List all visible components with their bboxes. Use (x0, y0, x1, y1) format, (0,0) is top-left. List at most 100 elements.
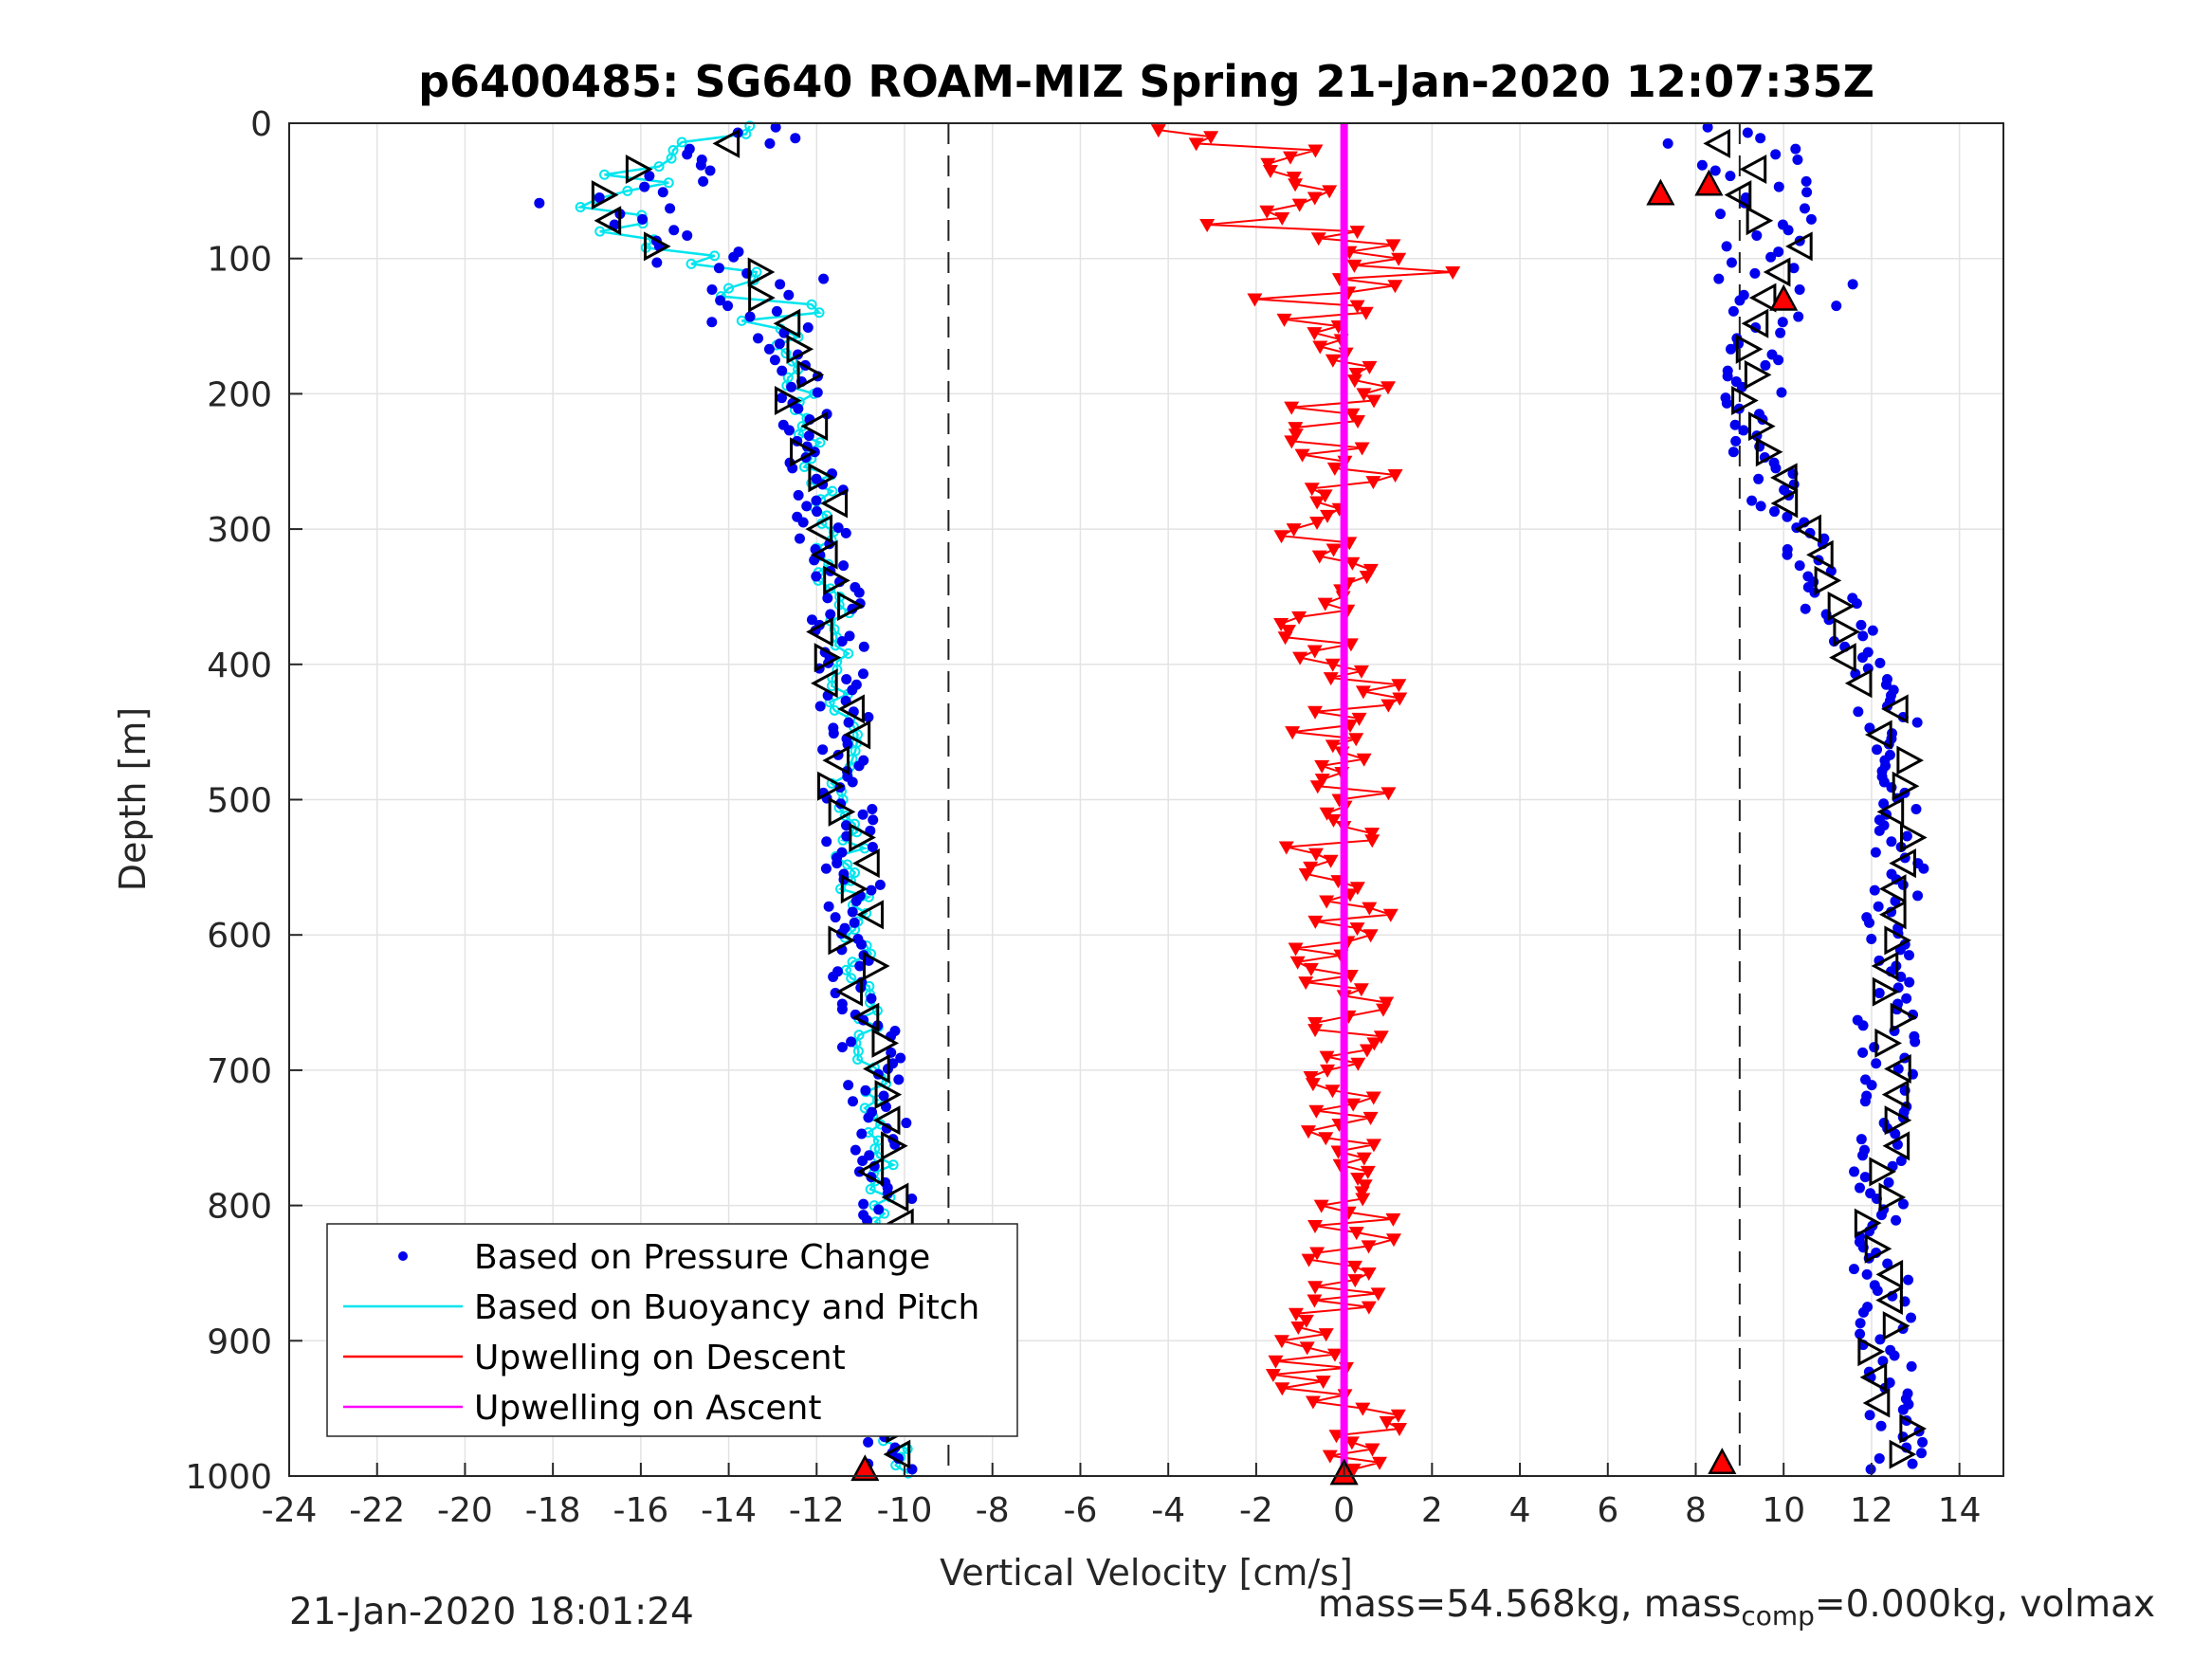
pressure-change-point (1831, 301, 1842, 312)
pressure-change-point (1864, 917, 1875, 928)
buoyancy-pitch-point (653, 161, 665, 173)
buoyancy-pitch-point (663, 177, 674, 189)
pressure-change-point (1702, 121, 1713, 133)
pressure-change-point (857, 809, 868, 820)
buoyancy-marker (594, 206, 622, 236)
pressure-change-point (868, 814, 879, 826)
buoyancy-marker (773, 308, 801, 338)
x-tick-label: 12 (1850, 1491, 1893, 1530)
pressure-change-point (867, 803, 878, 814)
pressure-change-point (1861, 1268, 1873, 1280)
pressure-change-point (1907, 1458, 1918, 1469)
buoyancy-marker (1878, 1182, 1907, 1212)
buoyancy-pitch-point (722, 283, 734, 294)
pressure-change-point (777, 365, 788, 376)
pressure-change-point (1726, 257, 1737, 268)
pressure-change-point (1882, 1258, 1893, 1269)
pressure-change-point (794, 533, 805, 544)
pressure-change-point (1904, 976, 1915, 988)
x-tick-label: -12 (789, 1491, 845, 1530)
pressure-change-point (1728, 447, 1739, 458)
pressure-change-point (832, 522, 844, 534)
upwelling-descent-point (1364, 828, 1380, 842)
upwelling-descent-point (1291, 611, 1307, 625)
buoyancy-marker (774, 386, 802, 416)
pressure-change-point (790, 133, 801, 144)
upwelling-descent-point (1325, 813, 1342, 828)
pressure-change-point (1912, 890, 1924, 902)
pressure-change-point (1728, 305, 1739, 317)
buoyancy-pitch-point (902, 1443, 913, 1454)
pressure-change-point (1782, 225, 1794, 236)
buoyancy-pitch-point (846, 973, 857, 984)
pressure-change-point (1847, 279, 1858, 290)
buoyancy-marker (862, 951, 890, 981)
pressure-change-point (793, 403, 804, 414)
buoyancy-marker (1878, 874, 1907, 904)
pressure-change-point (822, 592, 833, 604)
x-tick-label: 2 (1421, 1491, 1443, 1530)
pressure-change-point (841, 820, 852, 831)
pressure-change-point (1793, 311, 1804, 322)
pressure-change-point (1891, 1214, 1902, 1226)
buoyancy-marker (851, 1002, 880, 1032)
buoyancy-marker (881, 1182, 909, 1212)
legend: Based on Pressure Change Based on Buoyanc… (326, 1223, 1018, 1437)
pressure-change-point (786, 381, 797, 392)
buoyancy-marker (1770, 488, 1799, 519)
buoyancy-marker (1748, 283, 1777, 313)
buoyancy-marker (814, 643, 842, 673)
pressure-change-point (802, 321, 814, 333)
upwelling-descent-point (1356, 1152, 1372, 1166)
pressure-change-point (1859, 1096, 1871, 1107)
upwelling-descent-point (1284, 401, 1300, 415)
upwelling-descent-point (1353, 983, 1369, 997)
buoyancy-marker (1900, 822, 1928, 852)
upwelling-descent-point (1364, 1443, 1380, 1457)
pressure-change-point (1918, 863, 1929, 874)
pressure-change-point (657, 187, 668, 198)
pressure-change-point (1857, 1020, 1869, 1031)
upwelling-descent-point (1301, 1253, 1317, 1267)
flagged-point (1646, 178, 1675, 206)
upwelling-descent-point (1382, 908, 1398, 922)
x-tick-label: -22 (349, 1491, 405, 1530)
buoyancy-marker (625, 154, 653, 185)
upwelling-descent-point (1391, 252, 1407, 266)
upwelling-descent-point (1309, 1247, 1325, 1261)
pressure-change-point (715, 295, 726, 306)
upwelling-descent-point (1346, 259, 1362, 273)
pressure-change-point (1801, 187, 1813, 198)
upwelling-descent-point (1351, 712, 1367, 726)
upwelling-descent-point (1307, 191, 1323, 206)
pressure-change-point (1864, 722, 1875, 734)
upwelling-descent-point (1349, 300, 1365, 314)
buoyancy-pitch-point (843, 647, 854, 659)
buoyancy-pitch-point (835, 884, 847, 895)
buoyancy-marker (800, 411, 829, 442)
x-tick-label: 6 (1597, 1491, 1618, 1530)
buoyancy-marker (1735, 334, 1764, 364)
upwelling-descent-point (1380, 787, 1397, 801)
pressure-change-point (1790, 143, 1801, 155)
pressure-change-point (695, 159, 706, 171)
upwelling-descent-point (1307, 327, 1323, 341)
pressure-change-point (1721, 241, 1732, 252)
buoyancy-marker (1854, 1208, 1882, 1238)
buoyancy-marker (1872, 976, 1900, 1007)
buoyancy-marker (808, 463, 836, 493)
buoyancy-marker (822, 745, 850, 775)
upwelling-descent-point (1247, 293, 1263, 307)
pressure-change-point (1874, 657, 1886, 668)
pressure-change-point (893, 1074, 905, 1085)
upwelling-descent-point (1366, 1037, 1382, 1051)
upwelling-descent-point (1307, 645, 1323, 659)
pressure-change-point (1897, 1198, 1909, 1210)
pressure-change-point (1895, 1156, 1907, 1167)
pressure-change-point (764, 137, 776, 149)
pressure-change-point (856, 1128, 868, 1139)
pressure-change-point (844, 630, 855, 642)
pressure-change-point (866, 993, 877, 1004)
pressure-change-point (857, 668, 868, 680)
